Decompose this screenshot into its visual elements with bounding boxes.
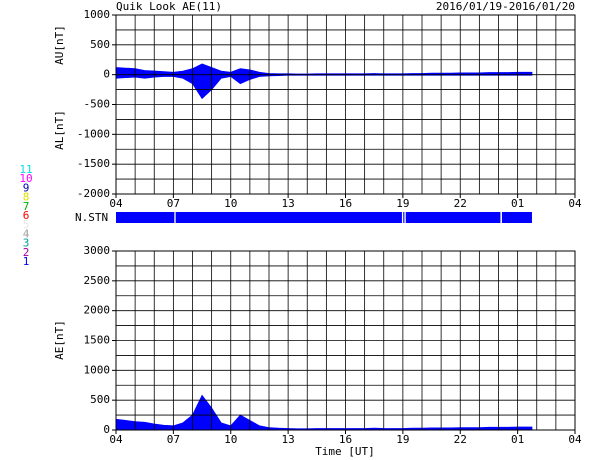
station-bar	[403, 212, 405, 223]
date-range: 2016/01/19-2016/01/20	[436, 0, 575, 13]
x-tick-label: 19	[396, 197, 409, 210]
x-tick-label: 04	[568, 433, 582, 446]
area	[115, 63, 533, 76]
station-label: N.STN	[75, 211, 108, 224]
x-tick-label: 04	[568, 197, 582, 210]
x-tick-label: 01	[511, 433, 524, 446]
x-tick-label: 16	[339, 433, 352, 446]
x-axis-label: Time [UT]	[315, 445, 375, 458]
x-tick-label: 10	[224, 433, 237, 446]
x-tick-label: 19	[396, 433, 409, 446]
station-bar	[116, 212, 175, 223]
x-tick-label: 04	[109, 433, 123, 446]
y-tick-label: 0	[103, 423, 110, 436]
y-tick-label: 2500	[84, 274, 111, 287]
station-legend: 8	[23, 191, 30, 204]
x-tick-label: 22	[454, 197, 467, 210]
y-tick-label: 3000	[84, 244, 111, 257]
y-tick-label: 0	[103, 68, 110, 81]
y-tick-label: -1000	[77, 127, 110, 140]
y-tick-label: -2000	[77, 187, 110, 200]
x-tick-label: 07	[167, 197, 180, 210]
y-tick-label: 2000	[84, 304, 111, 317]
station-legend: 6	[23, 209, 30, 222]
station-bar	[405, 212, 501, 223]
x-tick-label: 13	[282, 197, 295, 210]
x-tick-label: 13	[282, 433, 295, 446]
x-tick-label: 04	[109, 197, 123, 210]
x-tick-label: 16	[339, 197, 352, 210]
y-tick-label: 1000	[84, 8, 111, 21]
station-legend: 11	[19, 163, 32, 176]
plot-frame	[115, 14, 576, 195]
y-tick-label: 500	[90, 393, 110, 406]
y-axis-label: AE[nT]	[53, 320, 66, 360]
y-tick-label: 500	[90, 38, 110, 51]
chart-title: Quik Look AE(11)	[116, 0, 222, 13]
x-tick-label: 10	[224, 197, 237, 210]
y-axis-label: AU[nT]	[53, 25, 66, 65]
station-legend: 9	[23, 181, 30, 194]
station-bar	[501, 212, 532, 223]
y-tick-label: 1000	[84, 363, 111, 376]
y-tick-label: -1500	[77, 157, 110, 170]
y-tick-label: -500	[84, 98, 111, 111]
station-legend: 2	[23, 246, 30, 259]
station-legend: 10	[19, 172, 32, 185]
plot-frame	[115, 250, 576, 431]
station-legend: 4	[23, 227, 30, 240]
station-legend: 1	[23, 255, 30, 268]
x-tick-label: 22	[454, 433, 467, 446]
area	[115, 74, 533, 100]
y-tick-label: 1500	[84, 334, 111, 347]
y-axis-label: AL[nT]	[53, 110, 66, 150]
x-tick-label: 01	[511, 197, 524, 210]
station-legend: 7	[23, 200, 30, 213]
station-legend: 5	[23, 218, 30, 231]
x-tick-label: 07	[167, 433, 180, 446]
area	[115, 394, 533, 431]
station-legend: 3	[23, 237, 30, 250]
station-bar	[175, 212, 402, 223]
